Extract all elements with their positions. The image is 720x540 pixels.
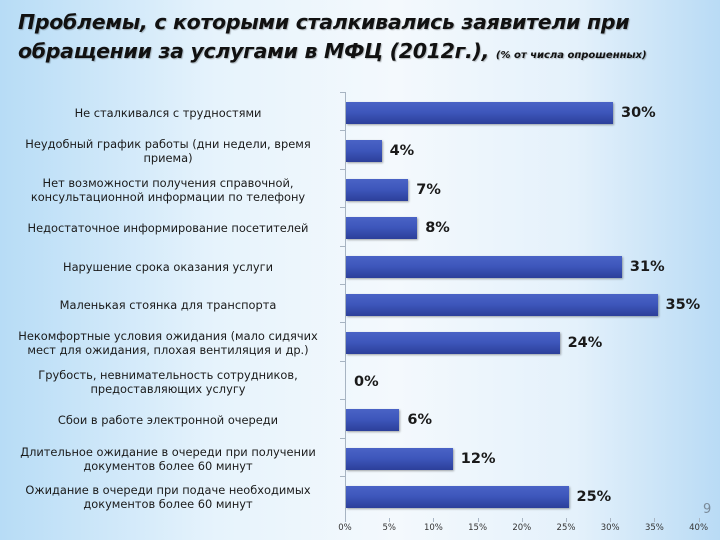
category-label: Грубость, невнимательность сотрудников, п…	[0, 368, 338, 396]
value-label: 35%	[665, 297, 701, 313]
value-label: 7%	[416, 181, 441, 198]
category-label: Неудобный график работы (дни недели, вре…	[0, 137, 338, 165]
chart-row: Не сталкивался с трудностями 30%	[0, 94, 720, 132]
category-label-line-1: Недостаточное информирование посетителей	[27, 221, 309, 236]
category-label-line-1: Некомфортные условия ожидания (мало сидя…	[18, 329, 318, 344]
value-label: 12%	[460, 450, 496, 467]
chart-row: Неудобный график работы (дни недели, вре…	[0, 132, 720, 170]
x-axis-tick-label: 15%	[468, 523, 488, 533]
bar	[346, 409, 400, 432]
y-axis-tick	[340, 322, 345, 324]
value-label: 8%	[425, 220, 450, 237]
y-axis-tick	[340, 130, 345, 132]
title-note: (% от числа опрошенных)	[495, 50, 647, 61]
y-axis-tick	[340, 207, 345, 209]
value-label: 0%	[354, 373, 379, 390]
y-axis-tick	[340, 245, 345, 247]
x-axis-tick	[345, 518, 346, 522]
bar	[346, 102, 613, 124]
title-line-2: обращении за услугами в МФЦ (2012г.), (%…	[18, 37, 718, 70]
bar	[346, 178, 409, 201]
chart-row: Грубость, невнимательность сотрудников, п…	[0, 363, 720, 401]
category-label-line-1: Нет возможности получения справочной,	[42, 175, 294, 190]
category-label: Ожидание в очереди при подаче необходимы…	[0, 483, 338, 511]
y-axis-tick	[340, 284, 345, 285]
x-axis-tick-label: 20%	[512, 523, 532, 533]
category-label: Длительное ожидание в очереди при получе…	[0, 445, 338, 473]
chart-row: Нет возможности получения справочной, кон…	[0, 171, 720, 209]
y-axis-line	[345, 92, 346, 518]
slide-title: Проблемы, с которыми сталкивались заявит…	[18, 8, 718, 70]
y-axis-tick	[340, 476, 345, 477]
y-axis-tick	[340, 399, 345, 401]
chart-row: Недостаточное информирование посетителей…	[0, 209, 720, 247]
category-label-line-1: Неудобный график работы (дни недели, вре…	[25, 137, 311, 152]
title-line-1: Проблемы, с которыми сталкивались заявит…	[18, 10, 630, 34]
category-label: Нарушение срока оказания услуги	[0, 260, 338, 274]
x-axis-tick-label: 30%	[600, 523, 620, 533]
category-label-line-2: документов более 60 минут	[83, 497, 253, 511]
category-label-line-2: документов более 60 минут	[83, 458, 253, 473]
category-label-line-1: Грубость, невнимательность сотрудников,	[38, 367, 298, 382]
x-axis-tick	[654, 518, 656, 522]
chart-row: Маленькая стоянка для транспорта 35%	[0, 286, 720, 324]
bar	[346, 332, 560, 355]
x-axis-tick-label: 40%	[689, 523, 709, 533]
value-label: 31%	[629, 258, 665, 275]
category-label-line-1: Нарушение срока оказания услуги	[63, 259, 273, 274]
category-label: Некомфортные условия ожидания (мало сидя…	[0, 329, 338, 357]
category-label: Не сталкивался с трудностями	[0, 106, 338, 120]
x-axis-tick	[433, 518, 435, 522]
x-axis-tick	[389, 518, 391, 522]
chart-row: Нарушение срока оказания услуги 31%	[0, 248, 720, 286]
x-axis-tick-label: 10%	[423, 523, 443, 533]
category-label: Сбои в работе электронной очереди	[0, 413, 338, 427]
x-axis-tick-label: 0%	[338, 523, 352, 533]
chart-row: Некомфортные условия ожидания (мало сидя…	[0, 324, 720, 362]
page-number: 9	[703, 502, 712, 517]
value-label: 25%	[576, 489, 612, 505]
chart-row: Длительное ожидание в очереди при получе…	[0, 440, 720, 478]
y-axis-tick	[340, 360, 345, 362]
value-label: 24%	[567, 335, 603, 352]
y-axis-tick	[340, 437, 345, 439]
value-label: 4%	[389, 143, 415, 160]
category-label-line-1: Ожидание в очереди при подаче необходимы…	[25, 483, 311, 497]
category-label-line-1: Длительное ожидание в очереди при получе…	[20, 444, 316, 459]
title-line-2-text: обращении за услугами в МФЦ (2012г.),	[18, 39, 490, 63]
bar	[346, 294, 658, 316]
value-label: 6%	[407, 412, 433, 429]
x-axis-tick-label: 35%	[644, 523, 664, 533]
bar	[346, 217, 418, 240]
bar	[346, 486, 569, 508]
x-axis-tick-label: 25%	[556, 523, 576, 533]
category-label: Недостаточное информирование посетителей	[0, 221, 338, 235]
category-label-line-2: предоставляющих услугу	[90, 381, 246, 396]
bar	[346, 447, 453, 470]
value-label: 30%	[621, 105, 656, 121]
x-axis-tick	[521, 518, 523, 522]
category-label-line-1: Маленькая стоянка для транспорта	[59, 298, 277, 312]
chart-row: Сбои в работе электронной очереди 6%	[0, 401, 720, 439]
chart-row: Ожидание в очереди при подаче необходимы…	[0, 478, 720, 516]
category-label: Маленькая стоянка для транспорта	[0, 298, 338, 312]
x-axis-tick-label: 5%	[382, 523, 396, 533]
category-label-line-2: мест для ожидания, плохая вентиляция и д…	[27, 343, 309, 358]
bar	[346, 140, 382, 163]
x-axis-tick	[698, 518, 700, 522]
category-label-line-2: приема)	[143, 151, 193, 166]
category-label-line-2: консультационной информации по телефону	[30, 189, 306, 204]
x-axis-tick	[477, 518, 479, 522]
x-axis-tick	[566, 518, 567, 522]
category-label-line-1: Сбои в работе электронной очереди	[57, 413, 279, 428]
category-label-line-1: Не сталкивался с трудностями	[74, 106, 262, 120]
bar	[346, 255, 622, 278]
x-axis-tick	[610, 518, 612, 522]
category-label: Нет возможности получения справочной, кон…	[0, 176, 338, 204]
y-axis-tick	[340, 168, 345, 170]
y-axis-tick	[340, 92, 345, 93]
